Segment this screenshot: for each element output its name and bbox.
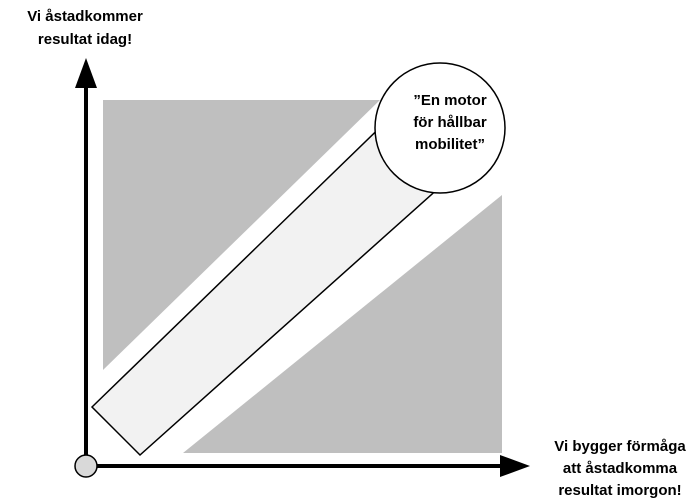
circle-text: mobilitet” bbox=[415, 136, 485, 153]
x-axis-label: Vi bygger förmåga bbox=[554, 438, 686, 455]
origin bbox=[74, 454, 98, 478]
y-axis-arrow bbox=[75, 58, 97, 88]
y-axis-label: resultat idag! bbox=[38, 31, 132, 48]
x-axis-label: resultat imorgon! bbox=[558, 482, 681, 499]
y-axis-label: Vi åstadkommer bbox=[27, 8, 143, 25]
x-axis-label: att åstadkomma bbox=[563, 460, 678, 477]
vision-circle bbox=[374, 62, 506, 194]
circle-text: för hållbar bbox=[413, 114, 487, 131]
x-axis-arrow bbox=[500, 455, 530, 477]
circle-text: ”En motor bbox=[413, 92, 486, 109]
